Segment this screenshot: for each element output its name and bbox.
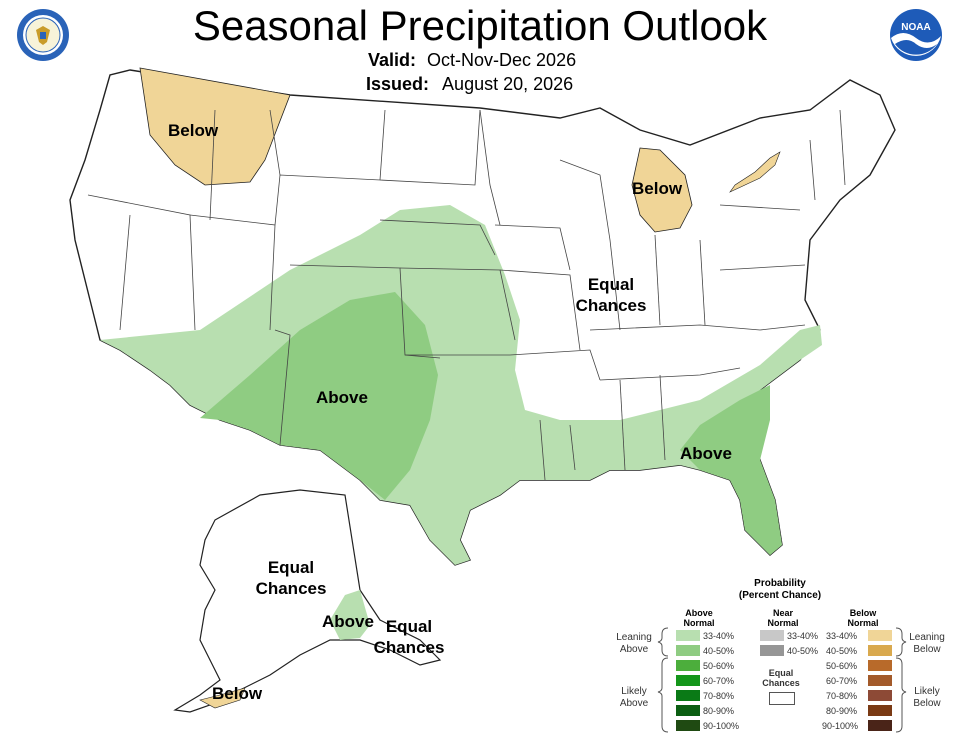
label-line: Equal — [385, 617, 433, 636]
swatch-below-40-50 — [868, 645, 892, 656]
above-row-label: 80-90% — [703, 706, 735, 716]
legend-above-header: Above Normal — [674, 608, 724, 628]
alaska-above-region — [330, 590, 370, 640]
label-line: Above — [619, 644, 649, 655]
map-title: Seasonal Precipitation Outlook — [192, 2, 768, 49]
label-line: Likely — [914, 686, 940, 697]
header-line: Normal — [683, 618, 715, 628]
swatch-near-33-40 — [760, 630, 784, 641]
swatch-below-33-40 — [868, 630, 892, 641]
below-row-label: 40-50% — [826, 646, 858, 656]
swatch-above-40-50 — [676, 645, 700, 656]
above-row-label: 70-80% — [703, 691, 735, 701]
label-central-equal-chances: Equal Chances — [566, 274, 656, 316]
svg-text:NOAA: NOAA — [901, 22, 930, 33]
label-alaska-below: Below — [212, 684, 263, 703]
above-40-50-sw-region — [200, 292, 438, 500]
label-line: Equal — [267, 558, 315, 577]
swatch-below-80-90 — [868, 705, 892, 716]
label-line: Leaning — [909, 632, 945, 643]
issued-value: August 20, 2026 — [442, 74, 574, 94]
below-row-label: 80-90% — [826, 706, 858, 716]
label-line: Chances — [255, 579, 327, 598]
label-line: Chances — [762, 678, 800, 688]
noaa-logo: NOAA — [889, 8, 943, 62]
legend-subtitle-text: (Percent Chance) — [738, 590, 822, 601]
swatch-above-80-90 — [676, 705, 700, 716]
label-line: Chances — [575, 296, 647, 315]
near-row-label: 40-50% — [787, 646, 819, 656]
above-row-label: 33-40% — [703, 631, 735, 641]
below-row-label: 33-40% — [826, 631, 858, 641]
label-alaska-equal-chances: Equal Chances — [246, 557, 336, 599]
valid-value: Oct-Nov-Dec 2026 — [427, 50, 577, 70]
above-row-label: 90-100% — [703, 721, 740, 731]
legend-below-header: Below Normal — [838, 608, 888, 628]
above-row-label: 60-70% — [703, 676, 735, 686]
issued-label: Issued: — [366, 74, 430, 94]
label-alaska-se-equal-chances: Equal Chances — [364, 616, 454, 658]
legend-leaning-above: Leaning Above — [612, 632, 656, 656]
below-michigan-region — [631, 147, 693, 233]
legend-brackets — [657, 627, 907, 733]
above-row-label: 40-50% — [703, 646, 735, 656]
below-row-label: 60-70% — [826, 676, 858, 686]
header-line: Normal — [847, 618, 879, 628]
label-sw-above: Above — [316, 388, 368, 407]
label-line: Likely — [621, 686, 647, 697]
state-borders — [87, 109, 846, 481]
label-line: Equal — [587, 275, 635, 294]
near-row-label: 33-40% — [787, 631, 819, 641]
swatch-above-50-60 — [676, 660, 700, 671]
label-line: Below — [913, 644, 941, 655]
below-row-label: 70-80% — [826, 691, 858, 701]
label-line: Chances — [373, 638, 445, 657]
header-line: Below — [849, 608, 877, 618]
header-line: Above — [685, 608, 713, 618]
legend-leaning-below: Leaning Below — [904, 632, 950, 656]
alaska-below-region — [199, 687, 246, 709]
swatch-below-70-80 — [868, 690, 892, 701]
swatch-above-60-70 — [676, 675, 700, 686]
label-line: Leaning — [616, 632, 652, 643]
below-row-label: 90-100% — [822, 721, 859, 731]
label-line: Above — [619, 698, 649, 709]
legend-likely-above: Likely Above — [612, 686, 656, 710]
above-row-label: 50-60% — [703, 661, 735, 671]
issued-line: Issued: August 20, 2026 — [366, 74, 573, 95]
probability-legend: Probability (Percent Chance) Above Norma… — [610, 578, 955, 738]
label-alaska-above: Above — [322, 612, 374, 631]
legend-near-header: Near Normal — [758, 608, 808, 628]
swatch-near-40-50 — [760, 645, 784, 656]
header-line: Normal — [767, 618, 799, 628]
commerce-seal-logo — [16, 8, 70, 62]
label-line: Below — [913, 698, 941, 709]
legend-equal-chances-label: Equal Chances — [758, 668, 804, 688]
swatch-above-33-40 — [676, 630, 700, 641]
header-line: Near — [772, 608, 793, 618]
label-line: Equal — [768, 668, 794, 678]
valid-line: Valid: Oct-Nov-Dec 2026 — [368, 50, 576, 71]
below-row-label: 50-60% — [826, 661, 858, 671]
valid-label: Valid: — [368, 50, 417, 70]
swatch-above-70-80 — [676, 690, 700, 701]
swatch-below-90-100 — [868, 720, 892, 731]
above-40-50-se-region — [680, 385, 782, 555]
swatch-below-60-70 — [868, 675, 892, 686]
swatch-above-90-100 — [676, 720, 700, 731]
swatch-below-50-60 — [868, 660, 892, 671]
legend-title-text: Probability — [754, 578, 806, 589]
above-33-40-region — [100, 205, 822, 565]
below-ny-region — [729, 151, 781, 193]
label-nw-below: Below — [168, 121, 219, 140]
legend-likely-below: Likely Below — [904, 686, 950, 710]
label-se-above: Above — [680, 444, 732, 463]
label-michigan-below: Below — [632, 179, 683, 198]
swatch-equal-chances — [769, 692, 795, 705]
alaska-outline — [173, 489, 442, 713]
legend-title: Probability (Percent Chance) — [720, 578, 840, 602]
below-nw-region — [139, 67, 291, 186]
